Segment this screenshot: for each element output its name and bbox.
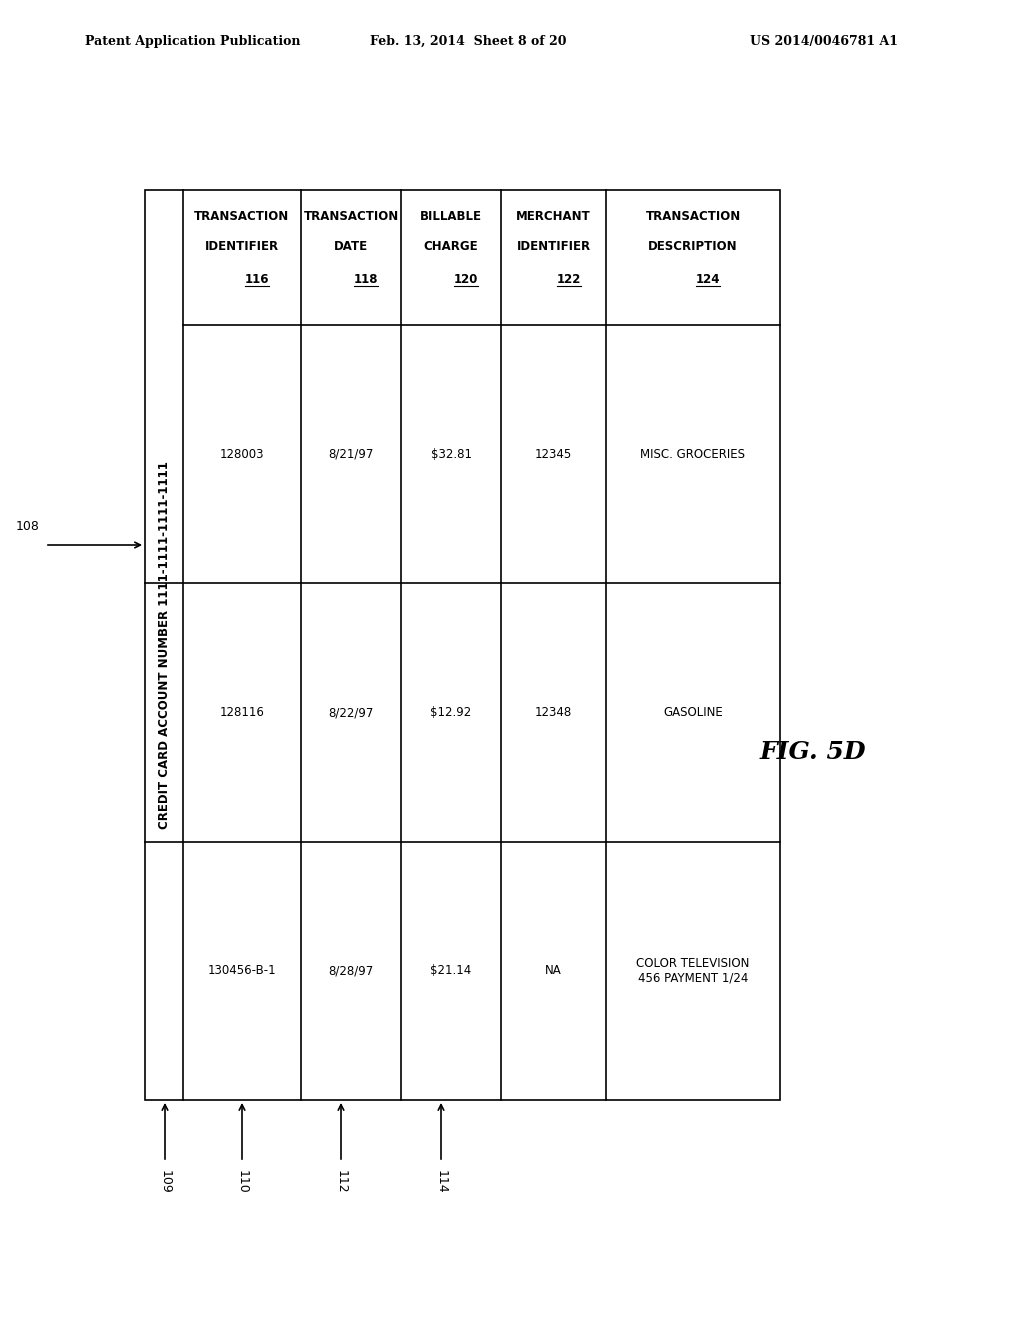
Text: Patent Application Publication: Patent Application Publication <box>85 36 300 48</box>
Text: 112: 112 <box>335 1170 347 1193</box>
Text: 108: 108 <box>16 520 40 533</box>
Text: COLOR TELEVISION
456 PAYMENT 1/24: COLOR TELEVISION 456 PAYMENT 1/24 <box>636 957 750 985</box>
Text: 8/21/97: 8/21/97 <box>329 447 374 461</box>
Text: 114: 114 <box>434 1170 447 1193</box>
Text: 12348: 12348 <box>535 706 572 719</box>
Text: FIG. 5D: FIG. 5D <box>760 741 866 764</box>
Bar <box>145 190 780 1100</box>
Text: 122: 122 <box>556 273 581 286</box>
Text: $32.81: $32.81 <box>430 447 471 461</box>
Text: DESCRIPTION: DESCRIPTION <box>648 240 738 253</box>
Text: TRANSACTION: TRANSACTION <box>303 210 398 223</box>
Text: 12345: 12345 <box>535 447 572 461</box>
Text: $21.14: $21.14 <box>430 965 472 977</box>
Text: BILLABLE: BILLABLE <box>420 210 482 223</box>
Text: MERCHANT: MERCHANT <box>516 210 591 223</box>
Text: 130456-B-1: 130456-B-1 <box>208 965 276 977</box>
Text: 128003: 128003 <box>220 447 264 461</box>
Text: CHARGE: CHARGE <box>424 240 478 253</box>
Text: 110: 110 <box>236 1170 249 1193</box>
Text: TRANSACTION: TRANSACTION <box>195 210 290 223</box>
Text: DATE: DATE <box>334 240 368 253</box>
Text: 118: 118 <box>353 273 378 286</box>
Text: 109: 109 <box>159 1170 171 1193</box>
Text: MISC. GROCERIES: MISC. GROCERIES <box>640 447 745 461</box>
Text: $12.92: $12.92 <box>430 706 472 719</box>
Text: NA: NA <box>545 965 562 977</box>
Text: IDENTIFIER: IDENTIFIER <box>516 240 591 253</box>
Text: TRANSACTION: TRANSACTION <box>645 210 740 223</box>
Text: 120: 120 <box>454 273 478 286</box>
Text: US 2014/0046781 A1: US 2014/0046781 A1 <box>750 36 898 48</box>
Text: Feb. 13, 2014  Sheet 8 of 20: Feb. 13, 2014 Sheet 8 of 20 <box>370 36 566 48</box>
Text: CREDIT CARD ACCOUNT NUMBER 1111-1111-1111-1111: CREDIT CARD ACCOUNT NUMBER 1111-1111-111… <box>158 461 171 829</box>
Text: 116: 116 <box>245 273 269 286</box>
Text: IDENTIFIER: IDENTIFIER <box>205 240 280 253</box>
Text: 8/22/97: 8/22/97 <box>329 706 374 719</box>
Text: 124: 124 <box>695 273 720 286</box>
Text: 128116: 128116 <box>219 706 264 719</box>
Text: 8/28/97: 8/28/97 <box>329 965 374 977</box>
Text: GASOLINE: GASOLINE <box>664 706 723 719</box>
